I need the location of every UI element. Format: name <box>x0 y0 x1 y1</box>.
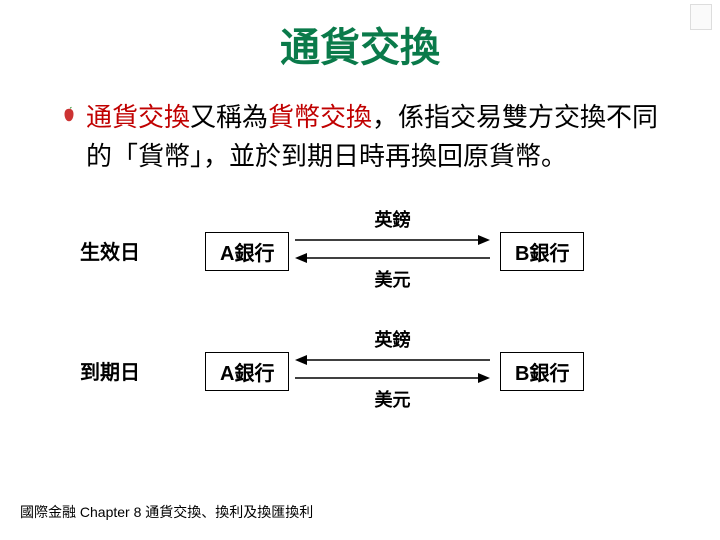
body-highlight-2: 貨幣交換 <box>268 102 372 132</box>
slide-footer: 國際金融 Chapter 8 通貨交換、換利及換匯換利 <box>20 502 313 522</box>
page-number-box <box>690 4 712 30</box>
row2-left-label: 到期日 <box>80 356 140 385</box>
body-text: 通貨交換又稱為貨幣交換，係指交易雙方交換不同的「貨幣」，並於到期日時再換回原貨幣… <box>86 98 680 176</box>
row1-arrow-right-icon <box>295 232 490 248</box>
slide-title: 通貨交換 <box>40 15 680 73</box>
row1-bottom-arrow-label: 美元 <box>295 266 490 292</box>
row2-arrow-left-icon <box>295 352 490 368</box>
body-highlight-1: 通貨交換 <box>86 102 190 132</box>
row1-box-b: B銀行 <box>500 232 584 271</box>
row2-box-b: B銀行 <box>500 352 584 391</box>
row1-arrow-left-icon <box>295 250 490 266</box>
row1-arrows: 英鎊 美元 <box>295 206 490 296</box>
row2-box-a: A銀行 <box>205 352 289 391</box>
row1-top-arrow-label: 英鎊 <box>295 206 490 232</box>
row2-top-arrow-label: 英鎊 <box>295 326 490 352</box>
swap-diagram: 生效日 A銀行 B銀行 英鎊 美元 到期日 A銀行 B銀行 英鎊 <box>80 206 640 436</box>
row1-box-a: A銀行 <box>205 232 289 271</box>
row2-bottom-arrow-label: 美元 <box>295 386 490 412</box>
row2-arrows: 英鎊 美元 <box>295 326 490 416</box>
apple-bullet-icon <box>60 106 78 124</box>
row1-left-label: 生效日 <box>80 236 140 265</box>
body-bullet-row: 通貨交換又稱為貨幣交換，係指交易雙方交換不同的「貨幣」，並於到期日時再換回原貨幣… <box>40 98 680 176</box>
apple-leaf <box>70 107 72 109</box>
row2-arrow-right-icon <box>295 370 490 386</box>
body-mid-1: 又稱為 <box>190 102 268 132</box>
apple-body <box>65 109 74 122</box>
